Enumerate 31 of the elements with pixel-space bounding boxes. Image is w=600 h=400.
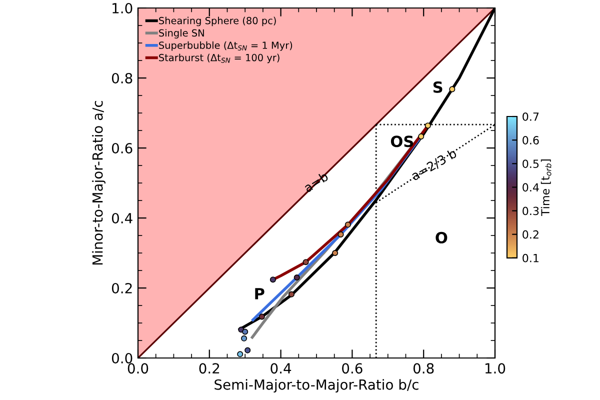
x-tick-label: 0.8 bbox=[413, 363, 434, 374]
y-tick-label: 0.2 bbox=[112, 282, 132, 294]
legend-label: Shearing Sphere (80 pc) bbox=[159, 16, 276, 26]
color-bar-label: 0.4 bbox=[522, 183, 539, 192]
y-tick-label: 0.4 bbox=[112, 212, 132, 224]
annotation: O bbox=[436, 232, 448, 244]
legend-label: Single SN bbox=[159, 29, 204, 38]
x-tick-label: 0.4 bbox=[270, 363, 292, 374]
y-tick-label: 0.0 bbox=[112, 352, 132, 364]
color-bar-label: 0.3 bbox=[522, 206, 539, 216]
color-bar-label: 0.6 bbox=[522, 136, 539, 144]
x-tick-label: 0.2 bbox=[199, 363, 220, 374]
x-tick-label: 0.0 bbox=[128, 363, 148, 374]
color-bar-label: 0.1 bbox=[522, 254, 538, 262]
y-tick-label: 0.6 bbox=[112, 142, 132, 154]
legend-label: Superbubble (Δt$_{SN}$ = 1 Myr) bbox=[159, 41, 292, 51]
y-tick-label: 1.0 bbox=[112, 2, 132, 14]
color-bar-label: 0.5 bbox=[522, 160, 539, 168]
legend-label: Starburst (Δt$_{SN}$ = 100 yr) bbox=[159, 54, 280, 64]
x-axis-title: Semi-Major-to-Major-Ratio b/c bbox=[214, 379, 418, 393]
color-bar-title: Time [t$_{orb}$] bbox=[540, 159, 552, 216]
annotation: S bbox=[433, 81, 442, 93]
x-tick-label: 0.6 bbox=[342, 363, 362, 374]
y-axis-title: Minor-to-Major-Ratio a/c bbox=[92, 100, 106, 265]
y-tick-label: 0.8 bbox=[112, 72, 132, 84]
color-bar-label: 0.7 bbox=[522, 112, 539, 121]
annotation: P bbox=[255, 288, 264, 300]
annotation: a=b bbox=[302, 171, 329, 193]
annotation: OS bbox=[390, 136, 414, 148]
color-bar-label: 0.2 bbox=[522, 230, 538, 239]
x-tick-label: 1.0 bbox=[485, 363, 506, 374]
